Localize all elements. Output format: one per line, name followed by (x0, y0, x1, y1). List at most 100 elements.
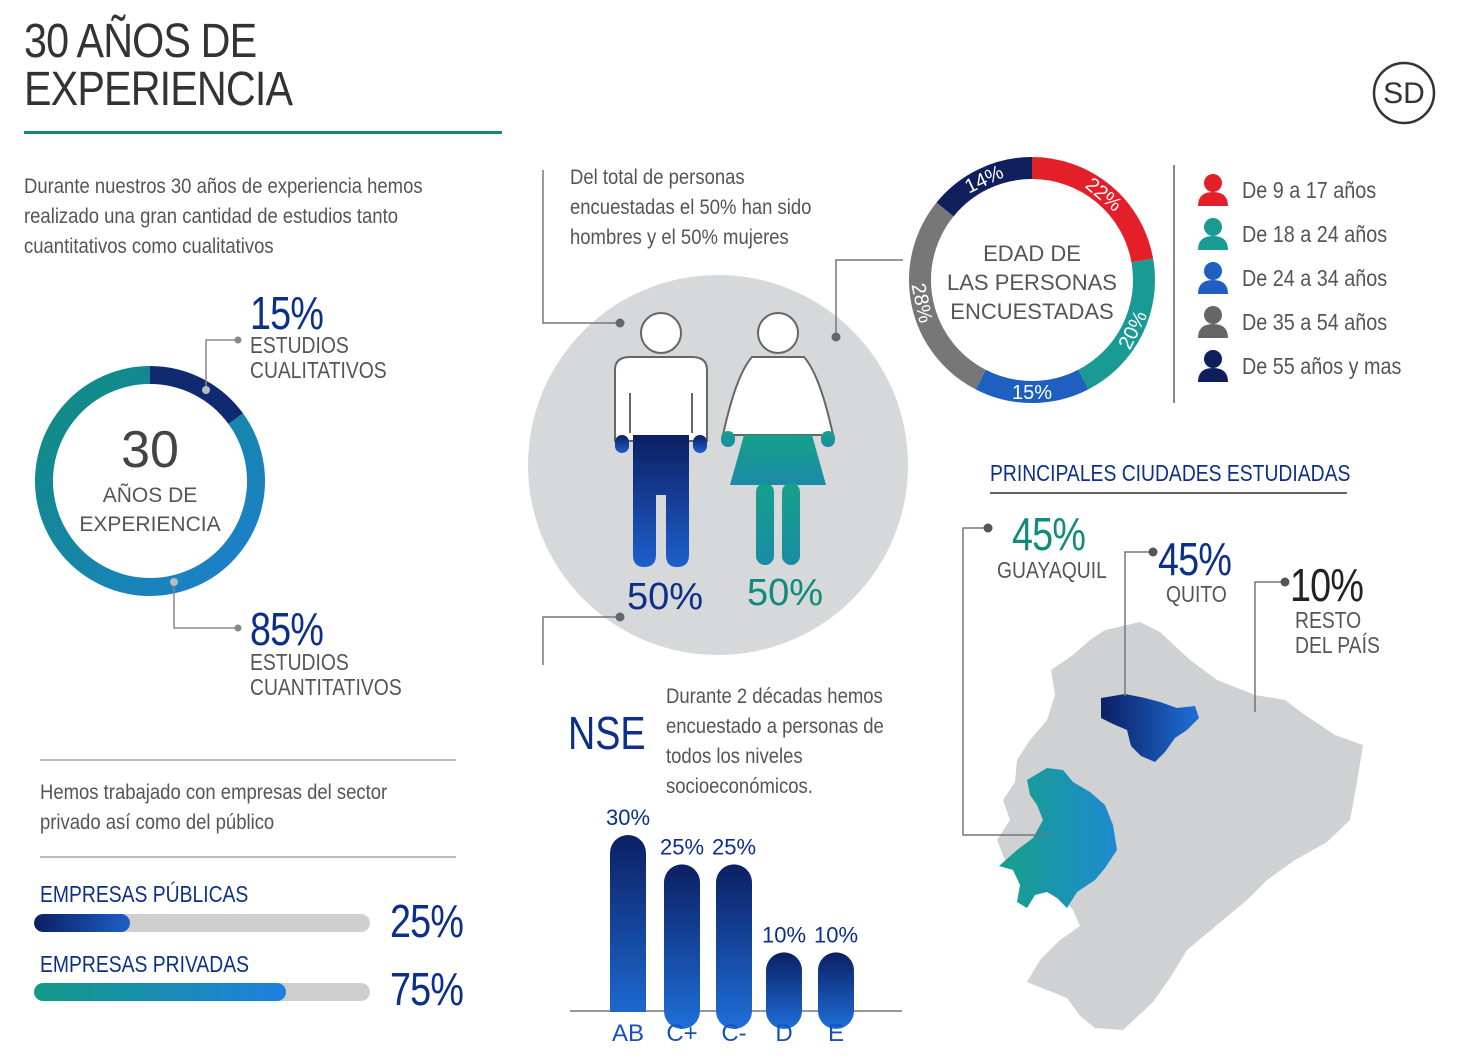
gender-circle (528, 275, 908, 655)
nse-bar-AB (610, 835, 646, 1029)
age-slice-3 (975, 369, 1089, 403)
companies-divider-top (40, 759, 456, 761)
nse-value-label: 10% (814, 922, 858, 947)
nse-line: encuestado a personas de (666, 715, 884, 738)
nse-bar-chart: 30% AB 25% C+ 25% C- 10% D 10% E (570, 805, 910, 1047)
quito-label: QUITO (1166, 581, 1227, 607)
person-icon (1198, 218, 1228, 250)
ecuador-map (962, 523, 1363, 1030)
nse-value-label: 30% (606, 805, 650, 830)
person-icon (1198, 306, 1228, 338)
men-percent: 50% (627, 576, 703, 618)
cities-heading-rule (990, 492, 1347, 494)
public-companies-percent: 25% (390, 895, 464, 947)
qualitative-label-line: ESTUDIOS (250, 332, 349, 358)
nse-value-label: 10% (762, 922, 806, 947)
nse-bar-E (818, 952, 854, 1029)
age-slice-1 (1031, 157, 1154, 263)
nse-value-label: 25% (712, 834, 756, 859)
intro-line: realizado una gran cantidad de estudios … (24, 205, 398, 228)
cities-heading: PRINCIPALES CIUDADES ESTUDIADAS (990, 460, 1351, 486)
nse-line: socioeconómicos. (666, 775, 813, 798)
nse-bar-C- (716, 864, 752, 1029)
person-icon (1198, 262, 1228, 294)
studies-center-number: 30 (121, 421, 179, 479)
gender-graphic: 50% 50% (528, 170, 908, 665)
companies-text: Hemos trabajado con empresas del sector … (40, 778, 387, 838)
women-percent: 50% (747, 572, 823, 614)
nse-line: todos los niveles (666, 745, 803, 768)
private-companies-bar-fill (34, 983, 286, 1001)
age-legend-item: De 24 a 34 años (1196, 256, 1427, 300)
age-slice-label-4: 28% (907, 281, 937, 325)
nse-value-label: 25% (660, 834, 704, 859)
age-slice-4 (909, 202, 986, 390)
age-legend-label: De 24 a 34 años (1242, 264, 1388, 291)
guayaquil-region (999, 768, 1117, 908)
companies-divider-bottom (40, 856, 456, 858)
title-line-2: EXPERIENCIA (24, 63, 293, 116)
age-donut: 22%20%15%28%14% EDAD DE LAS PERSONAS ENC… (907, 157, 1155, 404)
woman-icon (721, 312, 835, 565)
nse-category-label: AB (612, 1020, 644, 1047)
nse-category-label: C- (721, 1020, 746, 1047)
gender-text: Del total de personas encuestadas el 50%… (570, 163, 811, 253)
studies-donut: 30 AÑOS DE EXPERIENCIA (35, 366, 265, 596)
gender-line: Del total de personas (570, 166, 745, 189)
gender-line: hombres y el 50% mujeres (570, 226, 789, 249)
intro-line: Durante nuestros 30 años de experiencia … (24, 175, 423, 198)
studies-connectors (170, 336, 242, 632)
age-legend-item: De 35 a 54 años (1196, 300, 1427, 344)
nse-category-label: E (828, 1020, 844, 1047)
nse-category-label: D (775, 1020, 792, 1047)
guayaquil-label: GUAYAQUIL (997, 557, 1107, 583)
logo-text: SD (1383, 77, 1425, 110)
rest-label: RESTO DEL PAÍS (1295, 608, 1380, 658)
quito-percent: 45% (1158, 533, 1232, 585)
quito-region (1101, 694, 1199, 762)
age-legend-item: De 18 a 24 años (1196, 212, 1427, 256)
age-legend-divider (1173, 165, 1175, 403)
age-center-3: ENCUESTADAS (950, 299, 1113, 324)
studies-center-label-2: EXPERIENCIA (79, 513, 220, 536)
qualitative-label: ESTUDIOS CUALITATIVOS (250, 333, 387, 383)
page-title: 30 AÑOS DE EXPERIENCIA (24, 18, 293, 116)
age-legend-label: De 18 a 24 años (1242, 220, 1388, 247)
studies-center-label-1: AÑOS DE (103, 483, 198, 507)
age-slice-label-3: 15% (1012, 382, 1052, 404)
age-legend-item: De 55 años y mas (1196, 344, 1427, 388)
age-legend-label: De 9 a 17 años (1242, 176, 1377, 203)
age-center-1: EDAD DE (983, 241, 1081, 266)
age-legend: De 9 a 17 años De 18 a 24 años De 24 a 3… (1196, 168, 1427, 388)
public-companies-bar-fill (34, 914, 130, 932)
man-icon (614, 312, 708, 567)
nse-bar-C+ (664, 864, 700, 1029)
qualitative-label-line: CUALITATIVOS (250, 357, 387, 383)
private-companies-percent: 75% (390, 963, 464, 1015)
private-companies-bar (34, 983, 370, 1001)
age-center-2: LAS PERSONAS (947, 270, 1117, 295)
gender-line: encuestadas el 50% han sido (570, 196, 812, 219)
intro-text: Durante nuestros 30 años de experiencia … (24, 172, 423, 262)
studies-slice-1 (149, 366, 244, 425)
public-companies-bar (34, 914, 370, 932)
quantitative-percent: 85% (250, 603, 324, 655)
quantitative-label: ESTUDIOS CUANTITATIVOS (250, 650, 402, 700)
title-divider (24, 131, 502, 134)
companies-line: privado así como del público (40, 811, 275, 834)
intro-line: cuantitativos como cualitativos (24, 235, 274, 258)
sd-logo: SD (1372, 61, 1436, 125)
companies-line: Hemos trabajado con empresas del sector (40, 781, 388, 804)
person-icon (1198, 350, 1228, 382)
rest-percent: 10% (1290, 559, 1364, 611)
nse-bar-D (766, 952, 802, 1029)
age-slice-5 (936, 157, 1033, 217)
age-slice-2 (1078, 258, 1155, 390)
rest-label-line: RESTO (1295, 607, 1362, 633)
nse-heading: NSE (568, 707, 646, 759)
guayaquil-percent: 45% (1012, 508, 1086, 560)
nse-line: Durante 2 décadas hemos (666, 685, 883, 708)
quantitative-label-line: CUANTITATIVOS (250, 674, 402, 700)
age-legend-item: De 9 a 17 años (1196, 168, 1427, 212)
private-companies-label: EMPRESAS PRIVADAS (40, 951, 250, 977)
